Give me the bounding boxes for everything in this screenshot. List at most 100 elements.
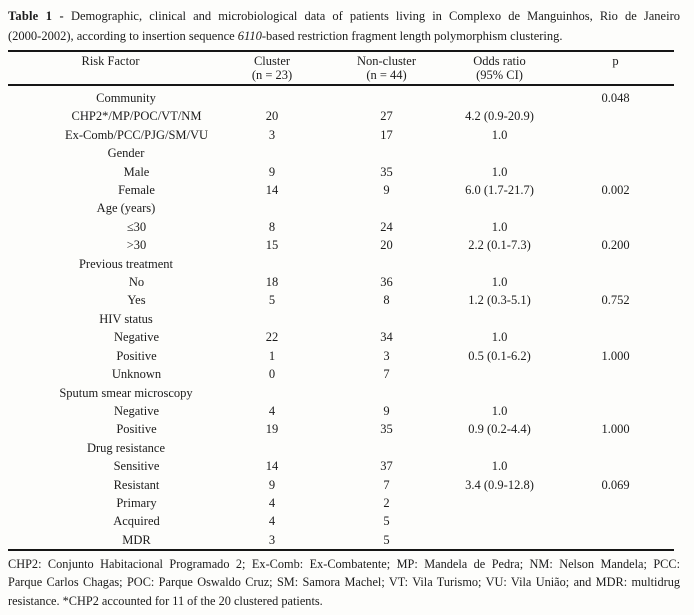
p-value [557,310,674,328]
non-cluster-value: 8 [383,293,390,308]
cluster-value: 19 [265,422,279,437]
row-label: Ex-Comb/PCC/PJG/SM/VU [64,127,209,142]
odds-ratio-value: 1.0 [491,459,508,474]
cluster-value [213,85,331,107]
cluster-value: 1 [268,348,276,363]
header-row: Risk Factor Cluster (n = 23) Non-cluster… [8,51,674,86]
table-row: Resistant 9 7 3.4 (0.9-12.8) 0.069 [8,476,674,494]
non-cluster-value [331,310,442,328]
cluster-value: 5 [268,293,276,308]
odds-ratio-value: 1.0 [491,127,508,142]
table-row: Drug resistance [8,439,674,457]
row-label: HIV status [99,311,153,326]
odds-ratio-value [442,255,557,273]
non-cluster-value: 17 [380,127,393,142]
p-value [557,218,674,236]
row-label: >30 [126,238,147,253]
table-row: Positive 19 35 0.9 (0.2-4.4) 1.000 [8,420,674,438]
table-row: Previous treatment [8,255,674,273]
table-row: Yes 5 8 1.2 (0.3-5.1) 0.752 [8,291,674,309]
non-cluster-value: 34 [380,330,393,345]
p-value: 0.752 [601,293,630,308]
non-cluster-value: 24 [380,219,393,234]
col-header-subline: (n = 44) [366,68,407,82]
table-row: Primary 4 2 [8,494,674,512]
row-label: Positive [116,348,157,363]
table-row: MDR 3 5 [8,531,674,550]
col-header-p: p [557,51,674,86]
row-label: Resistant [113,477,160,492]
odds-ratio-value [442,494,557,512]
p-value [557,457,674,475]
p-value [557,365,674,383]
row-label: MDR [122,532,151,547]
cluster-value: 9 [268,477,276,492]
odds-ratio-value: 4.2 (0.9-20.9) [465,109,534,124]
p-value [557,273,674,291]
cluster-value [213,439,331,457]
non-cluster-value [331,439,442,457]
odds-ratio-value [442,85,557,107]
p-value: 1.000 [601,422,630,437]
odds-ratio-value: 0.5 (0.1-6.2) [468,348,531,363]
col-header-subline: (n = 23) [251,68,293,82]
table-row: Negative 4 9 1.0 [8,402,674,420]
table-row: Gender [8,144,674,162]
col-header-line: p [612,54,619,68]
col-header-line: Odds ratio [473,54,526,68]
footnote-line-3: resistance. *CHP2 accounted for 11 of th… [8,593,323,608]
odds-ratio-value [442,512,557,530]
data-table: Risk Factor Cluster (n = 23) Non-cluster… [8,50,674,552]
p-value [557,494,674,512]
table-row: Sputum smear microscopy [8,384,674,402]
non-cluster-value: 9 [383,403,390,418]
non-cluster-value: 35 [380,422,393,437]
row-label: Community [96,91,156,105]
non-cluster-value: 35 [380,164,393,179]
odds-ratio-value: 0.9 (0.2-4.4) [468,422,531,437]
caption-text-3: -based restriction fragment length polym… [261,28,563,43]
row-label: Age (years) [96,201,156,216]
cluster-value [213,384,331,402]
row-label: Negative [113,330,160,345]
cluster-value: 14 [265,183,279,198]
p-value [557,328,674,346]
table-row: Female 14 9 6.0 (1.7-21.7) 0.002 [8,181,674,199]
row-label: Unknown [111,367,162,382]
row-label: Primary [116,495,157,510]
footnote-line-1: CHP2: Conjunto Habitacional Programado 2… [8,557,680,572]
row-label: Negative [113,403,160,418]
cluster-value: 9 [268,164,276,179]
footnote-line-2: Parque Carlos Chagas; POC: Parque Oswald… [8,575,680,590]
col-header-line: Cluster [253,54,291,68]
p-value [557,163,674,181]
p-value: 0.069 [601,477,630,492]
odds-ratio-value: 2.2 (0.1-7.3) [468,238,531,253]
table-row: HIV status [8,310,674,328]
row-label: Sputum smear microscopy [59,385,193,400]
odds-ratio-value [442,365,557,383]
p-value: 0.002 [601,183,630,198]
odds-ratio-value: 1.0 [491,164,508,179]
non-cluster-value: 3 [383,348,390,363]
row-label: Sensitive [113,459,160,474]
col-header-non-cluster: Non-cluster (n = 44) [331,51,442,86]
odds-ratio-value [442,199,557,217]
table-row: Acquired 4 5 [8,512,674,530]
p-value [557,531,674,550]
table-row: >30 15 20 2.2 (0.1-7.3) 0.200 [8,236,674,254]
cluster-value: 22 [265,330,279,345]
odds-ratio-value [442,310,557,328]
row-label: Previous treatment [78,256,174,271]
cluster-value: 18 [265,275,279,290]
cluster-value [213,255,331,273]
cluster-value: 3 [268,127,276,142]
table-row: Community 0.048 [8,85,674,107]
caption-line-1: Table 1 - Demographic, clinical and micr… [8,7,680,27]
table-footnote: CHP2: Conjunto Habitacional Programado 2… [8,555,680,610]
cluster-value: 20 [265,109,279,124]
non-cluster-value [331,85,442,107]
row-label: Drug resistance [86,440,166,455]
non-cluster-value: 2 [383,495,390,510]
cluster-value: 4 [268,403,276,418]
